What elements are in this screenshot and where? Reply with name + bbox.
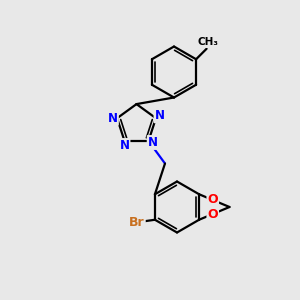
Text: O: O [208, 208, 218, 220]
Text: N: N [154, 109, 164, 122]
Text: N: N [108, 112, 118, 125]
Text: N: N [119, 139, 130, 152]
Text: N: N [148, 136, 158, 149]
Text: CH₃: CH₃ [198, 37, 219, 47]
Text: Br: Br [129, 216, 145, 229]
Text: O: O [208, 194, 218, 206]
